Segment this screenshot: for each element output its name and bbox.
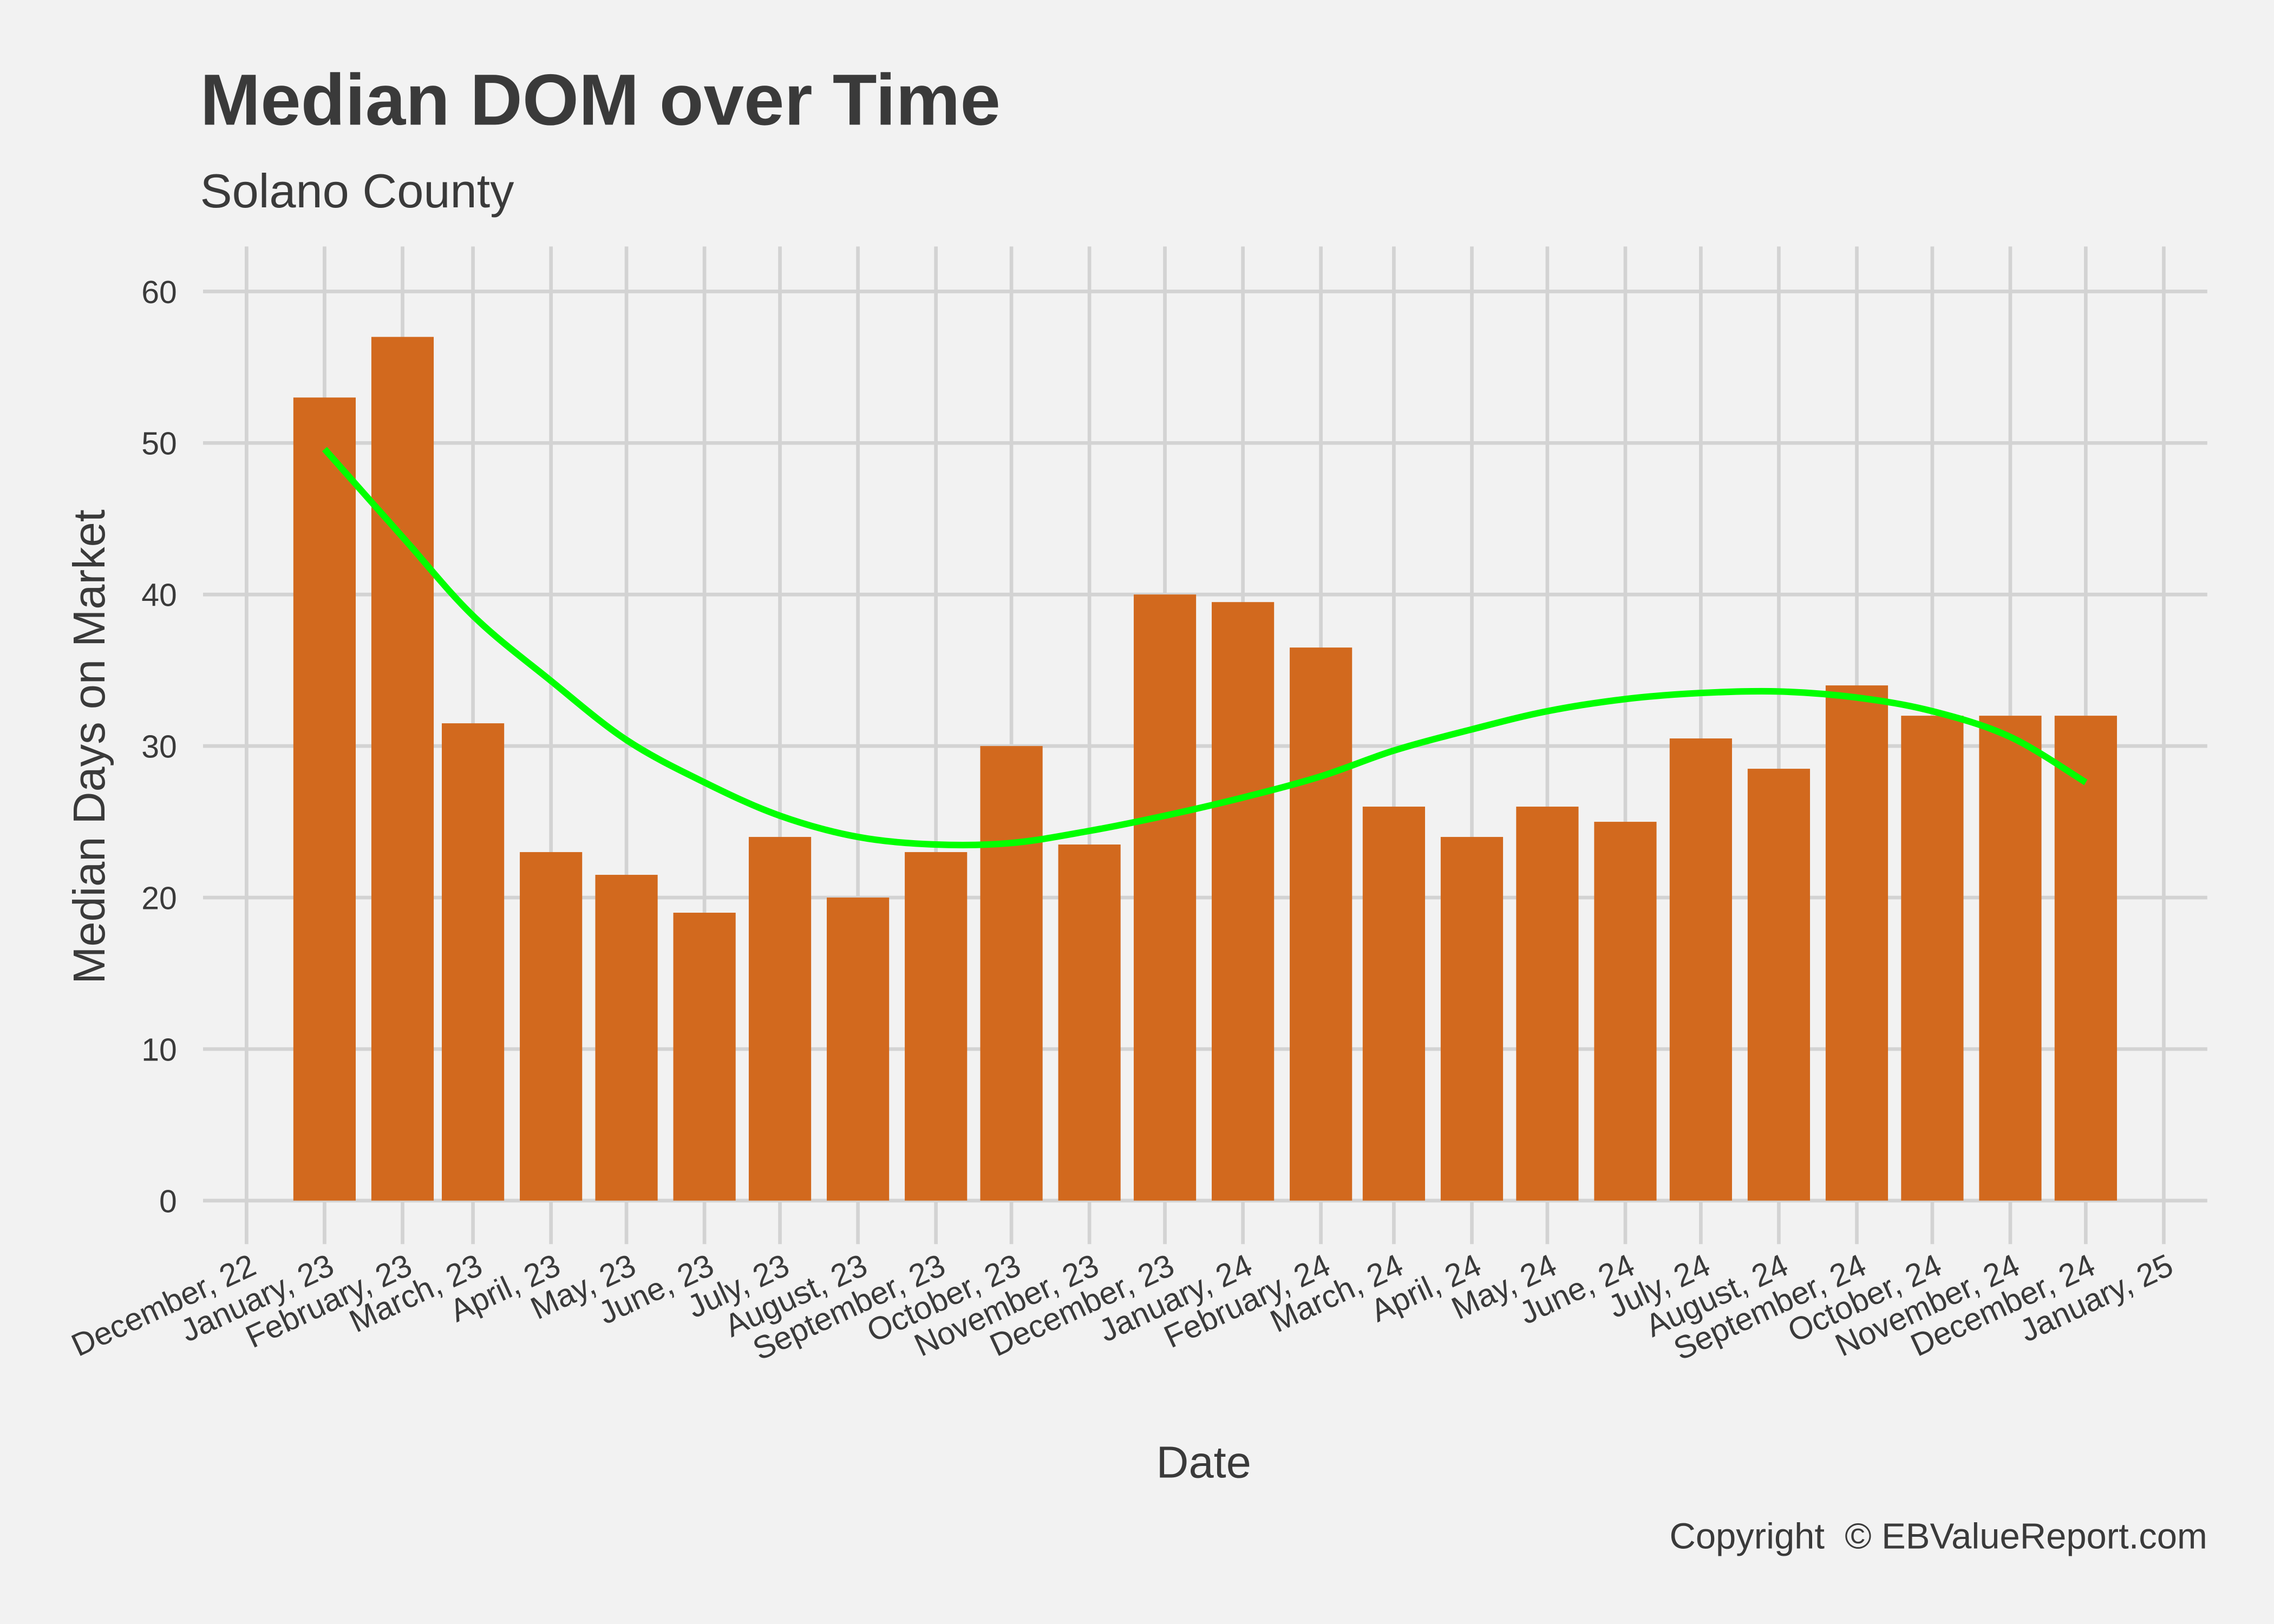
y-tick-label: 10 [141,1032,177,1068]
bars [293,337,2117,1201]
y-axis-ticks: 0 10 20 30 40 50 60 [141,275,177,1219]
bar-2023-12 [1133,594,1197,1201]
bar-2024-05 [1516,807,1579,1201]
bar-2024-11 [1979,716,2042,1201]
copyright-caption: Copyright © EBValueReport.com [1669,1516,2207,1557]
y-tick-label: 50 [141,427,177,462]
chart-subtitle: Solano County [200,164,515,218]
bar-2024-12 [2054,716,2117,1201]
y-axis-label: Median Days on Market [64,509,114,984]
bar-2024-04 [1440,837,1504,1201]
bar-2024-08 [1747,769,1811,1201]
bar-2023-03 [442,723,505,1201]
x-axis-label: Date [1156,1437,1251,1487]
bar-2023-01 [293,397,356,1201]
bar-2023-04 [520,852,583,1201]
y-tick-label: 0 [159,1184,177,1219]
bar-2023-05 [595,875,658,1201]
bar-2023-11 [1058,844,1121,1201]
bar-2024-10 [1901,716,1964,1201]
chart-title: Median DOM over Time [200,60,1001,140]
bar-2023-09 [905,852,968,1201]
bar-2023-02 [371,337,434,1201]
bar-2024-09 [1825,685,1889,1201]
bar-2024-01 [1212,602,1275,1201]
bar-2024-03 [1362,807,1426,1201]
bar-2023-07 [748,837,812,1201]
bar-2023-08 [827,898,890,1201]
smooth-trend-line [322,447,2088,849]
bar-2024-07 [1669,738,1732,1201]
y-tick-label: 40 [141,578,177,613]
y-tick-label: 20 [141,881,177,916]
y-tick-label: 60 [141,275,177,310]
y-tick-label: 30 [141,730,177,765]
bar-2023-10 [980,746,1043,1201]
bar-2023-06 [673,913,736,1201]
bar-2024-02 [1290,647,1352,1201]
bar-2024-06 [1594,822,1657,1201]
